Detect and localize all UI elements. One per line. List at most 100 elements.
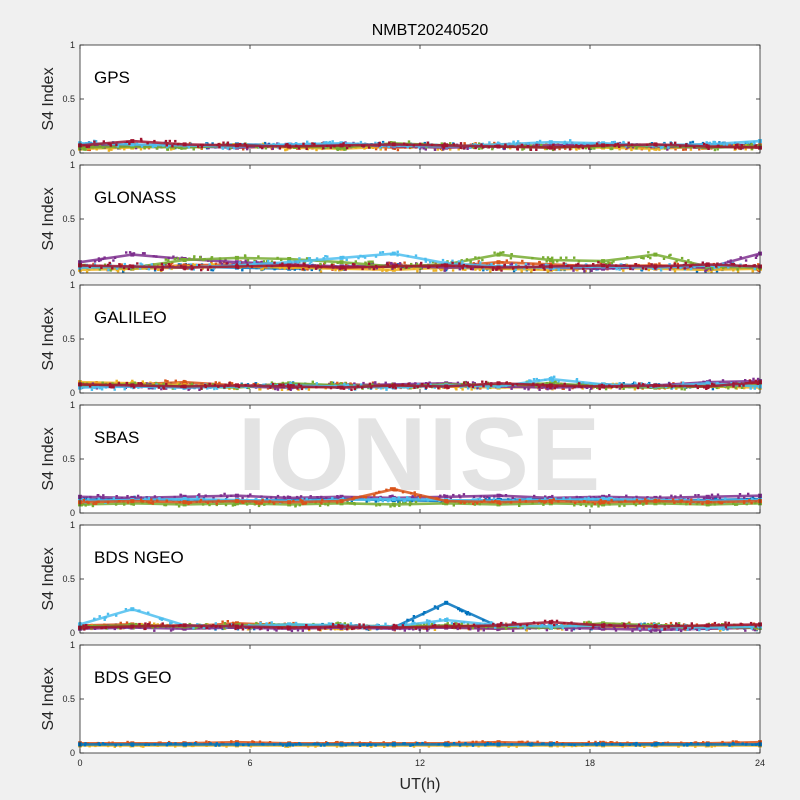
scatter-dot [385,262,389,265]
scatter-dot [263,141,267,145]
data-point [601,259,606,264]
scatter-dot [261,267,265,270]
scatter-dot [160,387,163,391]
scatter-dot [241,628,245,631]
scatter-dot [679,502,682,505]
scatter-dot [136,262,139,265]
scatter-dot [297,147,301,150]
y-axis-label: S4 Index [40,547,57,610]
scatter-dot [563,144,566,148]
data-point [339,499,344,504]
scatter-dot [299,384,303,388]
scatter-dot [287,267,291,270]
scatter-dot [398,262,402,265]
scatter-dot [577,146,580,149]
scatter-dot [408,627,411,631]
scatter-dot [478,622,482,626]
scatter-dot [153,622,156,625]
scatter-dot [220,741,223,744]
scatter-dot [386,263,390,267]
scatter-dot [573,256,576,259]
scatter-dot [648,149,651,152]
scatter-dot [675,628,679,631]
scatter-dot [122,266,126,270]
scatter-dot [284,148,287,152]
scatter-dot [164,258,167,261]
scatter-dot [396,148,400,152]
scatter-dot [223,627,226,630]
scatter-dot [591,497,594,501]
scatter-dot [441,258,445,262]
scatter-dot [739,147,742,150]
scatter-dot [749,625,752,628]
scatter-dot [340,268,343,271]
data-point [548,262,553,267]
scatter-dot [711,266,714,269]
scatter-dot [683,627,686,630]
scatter-dot [431,624,435,627]
scatter-dot [738,264,741,268]
scatter-dot [144,497,147,500]
scatter-dot [387,500,390,503]
scatter-dot [649,256,652,260]
scatter-dot [736,270,740,273]
scatter-dot [212,263,215,266]
scatter-dot [337,625,340,628]
scatter-dot [598,502,602,505]
scatter-dot [684,148,687,151]
scatter-dot [374,141,377,145]
scatter-dot [300,387,304,391]
scatter-dot [442,146,446,149]
data-marks [78,487,762,508]
scatter-dot [546,270,549,273]
data-point [182,623,187,628]
scatter-dot [593,383,596,386]
scatter-dot [316,264,320,267]
scatter-dot [446,622,449,625]
scatter-dot [301,629,304,632]
scatter-dot [418,142,422,145]
scatter-dot [715,265,718,268]
scatter-dot [737,496,740,499]
scatter-dot [748,499,751,502]
scatter-dot [253,500,257,504]
scatter-dot [716,262,719,265]
scatter-dot [551,379,554,383]
scatter-dot [618,268,621,271]
scatter-dot [237,626,240,629]
scatter-dot [744,629,747,632]
scatter-dot [153,139,156,143]
scatter-dot [750,627,753,630]
data-point [705,500,710,505]
data-point [705,502,710,507]
scatter-dot [106,612,110,616]
scatter-dot [465,613,469,616]
scatter-dot [578,627,581,630]
data-point [130,264,135,269]
constellation-label: BDS NGEO [94,548,184,567]
scatter-dot [237,266,240,269]
scatter-dot [642,503,645,506]
scatter-dot [500,494,504,497]
scatter-dot [277,627,280,630]
scatter-dot [190,382,193,386]
scatter-dot [679,384,682,388]
scatter-dot [220,626,223,629]
scatter-dot [378,144,381,147]
scatter-dot [753,628,757,632]
scatter-dot [631,267,635,271]
scatter-dot [226,141,230,144]
scatter-dot [483,622,487,625]
scatter-dot [339,622,342,625]
scatter-dot [315,257,319,260]
data-marks [78,740,762,748]
scatter-dot [651,144,655,148]
scatter-dot [481,258,484,262]
scatter-dot [713,141,717,145]
scatter-dot [504,494,508,497]
scatter-dot [732,269,735,272]
scatter-dot [175,503,178,506]
scatter-dot [402,499,405,503]
scatter-dot [333,145,336,148]
scatter-dot [557,380,560,383]
